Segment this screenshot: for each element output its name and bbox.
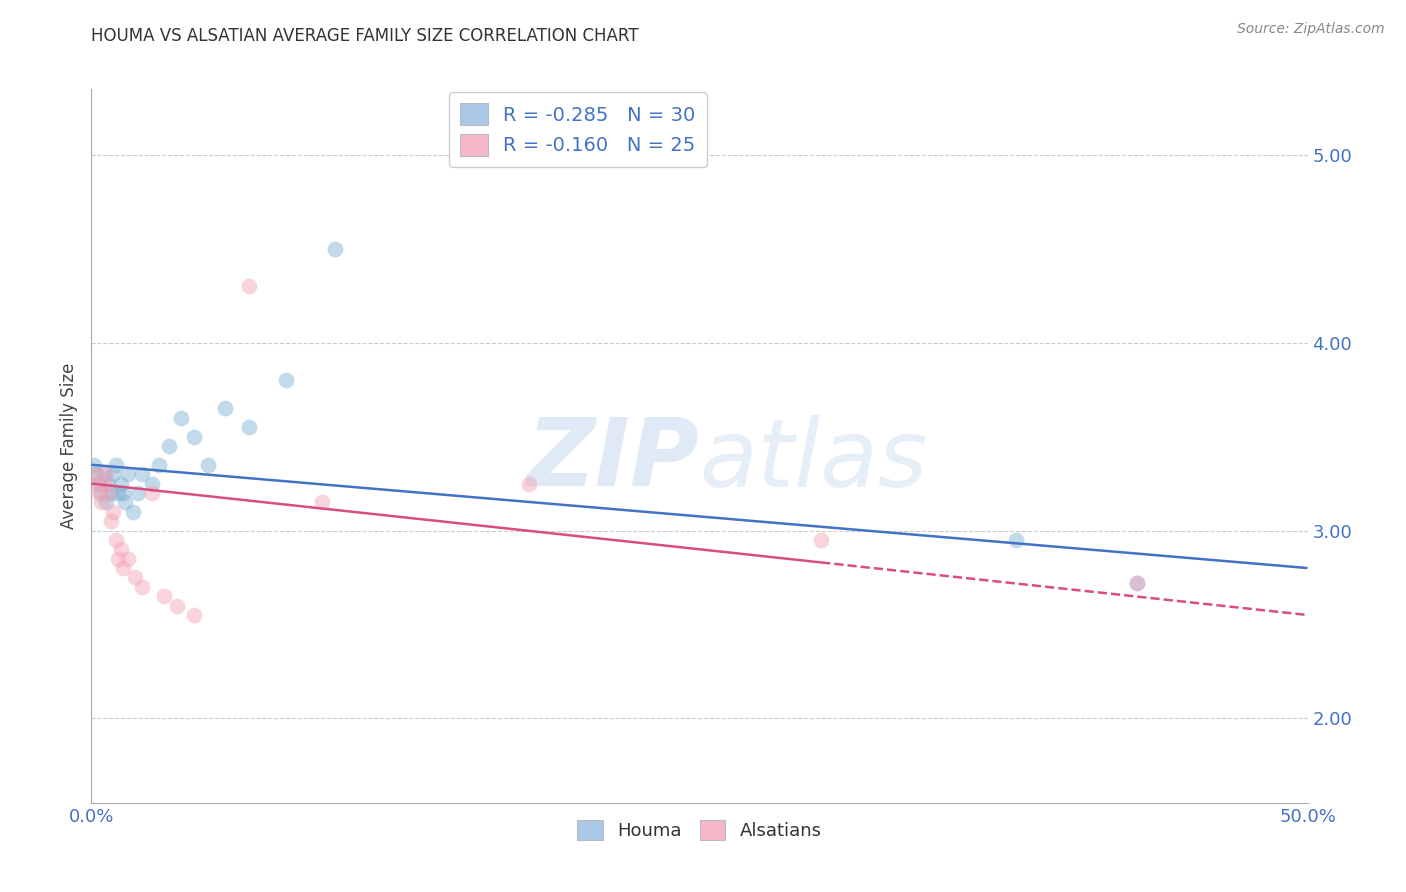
Point	[131, 467, 153, 482]
Point	[517, 476, 540, 491]
Point	[117, 551, 139, 566]
Point	[141, 486, 163, 500]
Point	[111, 486, 134, 500]
Text: ZIP: ZIP	[527, 414, 699, 507]
Point	[157, 439, 180, 453]
Point	[183, 429, 205, 443]
Point	[170, 410, 193, 425]
Point	[107, 551, 129, 566]
Point	[107, 486, 129, 500]
Point	[124, 570, 146, 584]
Point	[87, 476, 110, 491]
Text: Source: ZipAtlas.com: Source: ZipAtlas.com	[1237, 22, 1385, 37]
Point	[90, 495, 112, 509]
Point	[117, 467, 139, 482]
Point	[141, 476, 163, 491]
Point	[111, 561, 134, 575]
Point	[87, 486, 110, 500]
Point	[84, 467, 107, 482]
Y-axis label: Average Family Size: Average Family Size	[59, 363, 77, 529]
Legend: Houma, Alsatians: Houma, Alsatians	[571, 813, 828, 847]
Point	[131, 580, 153, 594]
Point	[94, 495, 117, 509]
Point	[121, 505, 143, 519]
Point	[153, 589, 176, 603]
Point	[104, 533, 127, 547]
Point	[810, 533, 832, 547]
Point	[166, 599, 188, 613]
Point	[214, 401, 236, 416]
Point	[274, 373, 297, 387]
Point	[311, 495, 333, 509]
Point	[97, 476, 120, 491]
Point	[97, 486, 120, 500]
Point	[1126, 576, 1149, 591]
Point	[100, 514, 122, 528]
Point	[114, 495, 136, 509]
Point	[197, 458, 219, 472]
Point	[183, 607, 205, 622]
Point	[104, 458, 127, 472]
Point	[84, 467, 107, 482]
Point	[238, 420, 260, 434]
Point	[93, 467, 115, 482]
Point	[238, 279, 260, 293]
Point	[110, 476, 132, 491]
Point	[323, 242, 346, 256]
Point	[100, 486, 122, 500]
Text: atlas: atlas	[699, 415, 928, 506]
Point	[94, 467, 117, 482]
Point	[103, 505, 125, 519]
Point	[127, 486, 149, 500]
Text: HOUMA VS ALSATIAN AVERAGE FAMILY SIZE CORRELATION CHART: HOUMA VS ALSATIAN AVERAGE FAMILY SIZE CO…	[91, 27, 638, 45]
Point	[103, 467, 125, 482]
Point	[83, 458, 105, 472]
Point	[110, 542, 132, 557]
Point	[1004, 533, 1026, 547]
Point	[148, 458, 170, 472]
Point	[83, 476, 105, 491]
Point	[93, 476, 115, 491]
Point	[90, 486, 112, 500]
Point	[1126, 576, 1149, 591]
